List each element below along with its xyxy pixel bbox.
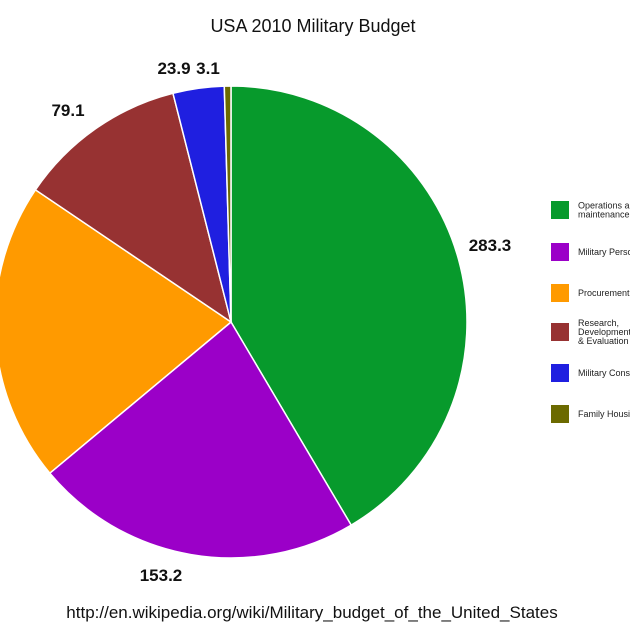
legend-swatch (551, 243, 569, 261)
value-label: 283.3 (469, 236, 512, 255)
source-url: http://en.wikipedia.org/wiki/Military_bu… (66, 603, 557, 622)
pie-slices (0, 85, 468, 559)
pie-slice (0, 188, 233, 475)
pie-slice (48, 320, 353, 559)
value-label: 153.2 (140, 566, 183, 585)
pie-slice (223, 85, 232, 323)
legend-swatch (551, 284, 569, 302)
chart-title: USA 2010 Military Budget (210, 16, 415, 36)
legend-swatch (551, 323, 569, 341)
legend: Operations andmaintenance Military Person… (551, 201, 630, 423)
legend-label: Procurement (578, 288, 630, 298)
legend-label: Military Personnel (578, 247, 630, 257)
value-labels: 283.3 153.2 79.1 23.9 3.1 (51, 59, 511, 585)
legend-swatch (551, 364, 569, 382)
pie-slice (230, 85, 468, 527)
legend-swatch (551, 201, 569, 219)
legend-label: Military Construction (578, 368, 630, 378)
legend-label: Research,Development, Test& Evaluation (578, 318, 630, 346)
legend-label: Operations andmaintenance (578, 201, 630, 220)
value-label: 79.1 (51, 101, 84, 120)
legend-label: Family Housing (578, 409, 630, 419)
value-label: 23.9 (157, 59, 190, 78)
value-label: 3.1 (196, 59, 220, 78)
legend-swatch (551, 405, 569, 423)
pie-slice (34, 92, 233, 324)
